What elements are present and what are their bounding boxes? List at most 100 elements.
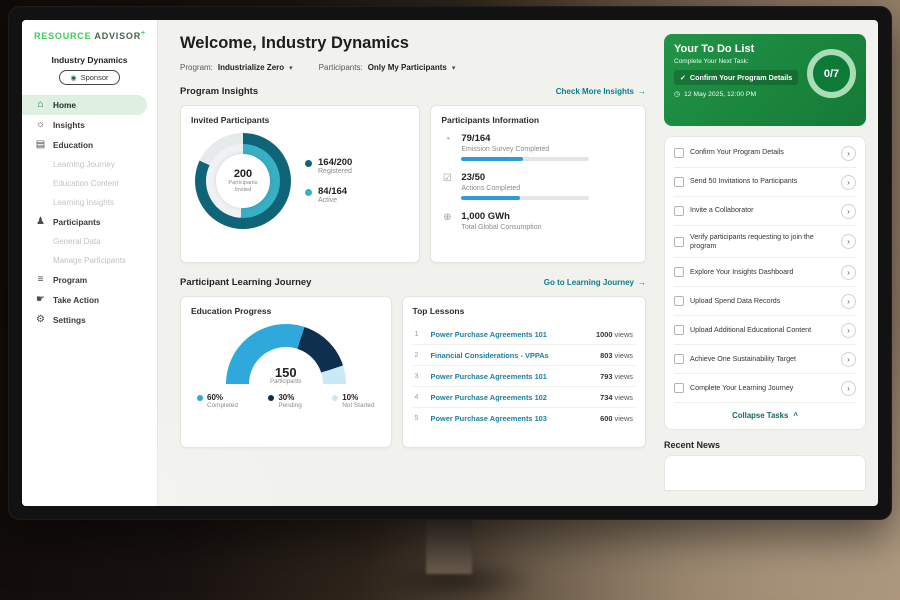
brand-primary: RESOURCE — [34, 31, 91, 41]
filters-row: Program:Industrialize Zero▾Participants:… — [180, 63, 646, 72]
arrow-right-icon: → — [638, 87, 646, 96]
task-label: Verify participants requesting to join t… — [690, 233, 835, 251]
todo-panel: Your To Do List Complete Your Next Task:… — [660, 20, 878, 506]
task-row-upload-spend-data-records: Upload Spend Data Records› — [674, 287, 856, 316]
legend-label: Pending — [278, 402, 301, 409]
lesson-title-link[interactable]: Financial Considerations - VPPAs — [431, 351, 593, 360]
legend-text: 164/200Registered — [318, 158, 352, 175]
task-checkbox[interactable] — [674, 177, 684, 187]
sidebar-item-home[interactable]: ⌂Home — [22, 95, 147, 115]
chevron-right-icon[interactable]: › — [841, 352, 856, 367]
chevron-up-icon: ^ — [793, 411, 798, 420]
chevron-right-icon[interactable]: › — [841, 204, 856, 219]
task-checkbox[interactable] — [674, 354, 684, 364]
lesson-rank: 3 — [415, 373, 423, 380]
legend-dot-icon — [332, 395, 338, 401]
sponsor-badge[interactable]: ◉ Sponsor — [59, 70, 119, 85]
filter-program-dropdown[interactable]: Industrialize Zero — [218, 63, 284, 72]
chevron-right-icon[interactable]: › — [841, 323, 856, 338]
task-row-explore-your-insights-dashboard: Explore Your Insights Dashboard› — [674, 258, 856, 287]
dashboard-screen: RESOURCE ADVISOR+ Industry Dynamics ◉ Sp… — [22, 20, 878, 506]
chevron-right-icon[interactable]: › — [841, 175, 856, 190]
sidebar-item-participants[interactable]: ♟Participants — [22, 212, 157, 232]
legend-item: 30%Pending — [268, 393, 301, 409]
sidebar-item-label: Manage Participants — [53, 256, 126, 265]
sidebar-item-label: Learning Insights — [53, 198, 114, 207]
lesson-title-link[interactable]: Power Purchase Agreements 101 — [431, 372, 593, 381]
sidebar-item-manage-participants[interactable]: Manage Participants — [22, 251, 157, 270]
task-row-send-50-invitations-to-participants: Send 50 Invitations to Participants› — [674, 168, 856, 197]
card-title: Top Lessons — [413, 306, 635, 316]
filter-participants-dropdown[interactable]: Only My Participants — [368, 63, 447, 72]
todo-progress-ring: 0/7 — [807, 49, 856, 98]
sidebar-item-program[interactable]: ≡Program — [22, 270, 157, 290]
chevron-down-icon: ▾ — [452, 64, 456, 72]
lesson-row: 4Power Purchase Agreements 102734 views — [413, 386, 635, 407]
sidebar: RESOURCE ADVISOR+ Industry Dynamics ◉ Sp… — [22, 20, 158, 506]
task-row-achieve-one-sustainability-target: Achieve One Sustainability Target› — [674, 345, 856, 374]
chevron-right-icon[interactable]: › — [841, 381, 856, 396]
collapse-tasks-link[interactable]: Collapse Tasks ^ — [674, 403, 856, 427]
sidebar-item-label: Participants — [53, 217, 101, 227]
section-title-learning-journey: Participant Learning Journey — [180, 277, 311, 288]
task-checkbox[interactable] — [674, 206, 684, 216]
sidebar-item-insights[interactable]: ☼Insights — [22, 115, 157, 135]
chevron-right-icon[interactable]: › — [841, 234, 856, 249]
task-checkbox[interactable] — [674, 325, 684, 335]
sidebar-item-education[interactable]: ▤Education — [22, 135, 157, 155]
lesson-row: 3 Power Purchase Agreements 101 793 views — [413, 365, 635, 386]
sidebar-item-learning-journey[interactable]: Learning Journey — [22, 155, 157, 174]
sidebar-item-label: Take Action — [53, 295, 99, 305]
stat-row: ☑23/50Actions Completed — [441, 172, 635, 200]
education-progress-card: Education Progress 150 Participants 60%C… — [180, 296, 392, 448]
sidebar-item-take-action[interactable]: ☛Take Action — [22, 290, 157, 310]
sidebar-item-label: Insights — [53, 120, 85, 130]
lesson-title-link[interactable]: Power Purchase Agreements 102 — [431, 393, 593, 402]
sidebar-item-label: General Data — [53, 237, 101, 246]
gauge-center-label: Participants — [226, 379, 346, 385]
task-checkbox[interactable] — [674, 296, 684, 306]
next-task-chip[interactable]: ✓ Confirm Your Program Details — [674, 70, 798, 85]
go-to-learning-journey-link[interactable]: Go to Learning Journey → — [544, 278, 646, 287]
lesson-row: 1Power Purchase Agreements 1011000 views — [413, 324, 635, 344]
task-label: Confirm Your Program Details — [690, 148, 835, 157]
task-checkbox[interactable] — [674, 237, 684, 247]
lesson-views-count: 734 — [600, 393, 612, 402]
donut-center-label: Participants Invited — [222, 180, 264, 194]
sidebar-item-label: Home — [53, 100, 76, 110]
task-checkbox[interactable] — [674, 267, 684, 277]
check-more-insights-link[interactable]: Check More Insights → — [556, 87, 646, 96]
chevron-right-icon[interactable]: › — [841, 265, 856, 280]
todo-subtitle: Complete Your Next Task: — [674, 58, 798, 65]
lesson-title-link[interactable]: Power Purchase Agreements 103 — [431, 414, 593, 423]
task-checkbox[interactable] — [674, 148, 684, 158]
collapse-tasks-label: Collapse Tasks — [732, 411, 788, 420]
chevron-right-icon[interactable]: › — [841, 294, 856, 309]
sponsor-icon: ◉ — [70, 74, 76, 82]
lesson-title-link[interactable]: Power Purchase Agreements 101 — [431, 330, 588, 339]
stat-body: 23/50Actions Completed — [461, 172, 589, 200]
legend-item: 60%Completed — [197, 393, 238, 409]
task-label: Invite a Collaborator — [690, 206, 835, 215]
lesson-row: 5Power Purchase Agreements 103600 views — [413, 407, 635, 428]
task-checkbox[interactable] — [674, 383, 684, 393]
lesson-views: 600 views — [600, 414, 633, 423]
task-row-complete-your-learning-journey: Complete Your Learning Journey› — [674, 374, 856, 403]
sidebar-item-settings[interactable]: ⚙Settings — [22, 310, 157, 330]
lesson-views: 793 views — [600, 372, 633, 381]
recent-news-card — [664, 455, 866, 491]
todo-task-list: Confirm Your Program Details›Send 50 Inv… — [664, 136, 866, 430]
gauge-center-value: 150 — [226, 366, 346, 379]
gauge-legend: 60%Completed30%Pending10%Not Started — [197, 393, 375, 409]
globe-icon: ⊕ — [441, 212, 453, 235]
education-gauge-chart: 150 Participants — [226, 324, 346, 385]
sidebar-item-label: Education — [53, 140, 93, 150]
go-to-learning-journey-label: Go to Learning Journey — [544, 278, 634, 287]
task-label: Upload Additional Educational Content — [690, 326, 835, 335]
lesson-views: 803 views — [600, 351, 633, 360]
chevron-right-icon[interactable]: › — [841, 146, 856, 161]
sidebar-item-education-content[interactable]: Education Content — [22, 174, 157, 193]
sidebar-item-learning-insights[interactable]: Learning Insights — [22, 193, 157, 212]
legend-dot-icon — [305, 160, 312, 167]
sidebar-item-general-data[interactable]: General Data — [22, 232, 157, 251]
